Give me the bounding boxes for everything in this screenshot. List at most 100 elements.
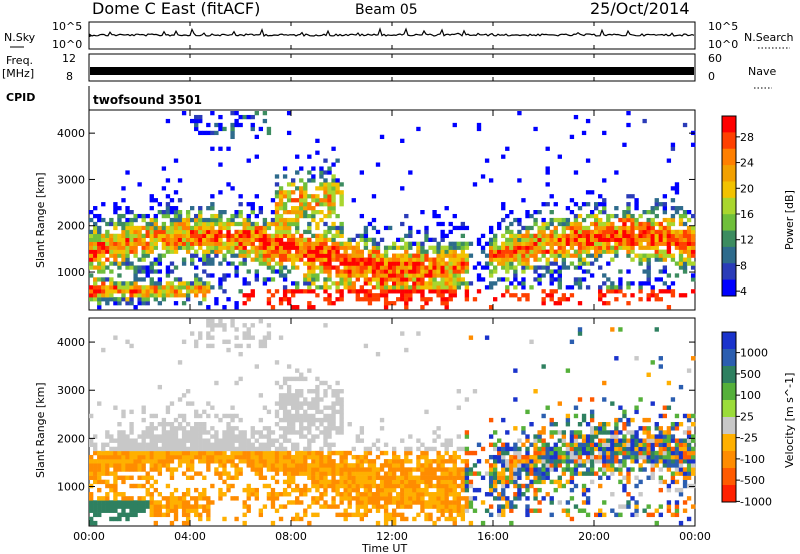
power-cell xyxy=(359,170,365,175)
power-cell xyxy=(432,273,437,278)
power-cell xyxy=(525,237,530,242)
velocity-cell xyxy=(367,459,373,464)
power-cell xyxy=(525,257,530,262)
velocity-cell xyxy=(105,483,110,489)
power-cell xyxy=(626,301,631,306)
power-cell xyxy=(513,237,518,242)
velocity-cell xyxy=(226,434,231,439)
velocity-cell xyxy=(585,500,591,505)
velocity-cell xyxy=(198,438,203,443)
power-cell xyxy=(480,249,486,254)
velocity-cell xyxy=(690,446,696,452)
velocity-cell xyxy=(618,459,623,464)
power-cell xyxy=(230,249,235,254)
velocity-cell xyxy=(315,376,320,382)
power-cell xyxy=(331,241,336,246)
power-cell xyxy=(266,297,272,302)
power-cell xyxy=(351,265,356,270)
velocity-cell xyxy=(614,454,619,460)
velocity-cell xyxy=(561,467,567,472)
power-cell xyxy=(315,221,320,227)
velocity-ytick-label: 2000 xyxy=(57,432,85,445)
velocity-cell xyxy=(557,438,562,443)
power-cell xyxy=(497,249,502,254)
velocity-cell xyxy=(460,459,466,464)
power-cell xyxy=(686,241,692,246)
velocity-cell xyxy=(678,487,684,493)
velocity-cell xyxy=(646,504,651,509)
power-cell xyxy=(355,265,360,270)
velocity-cell xyxy=(335,487,340,493)
velocity-cell xyxy=(335,430,340,435)
power-cell xyxy=(311,174,316,179)
velocity-cell xyxy=(614,450,619,456)
velocity-cell xyxy=(185,475,191,480)
velocity-cell xyxy=(169,467,175,472)
power-cell xyxy=(173,206,179,211)
power-cell xyxy=(258,237,264,242)
velocity-cell xyxy=(549,479,554,485)
power-cell xyxy=(581,202,587,207)
power-cell xyxy=(404,277,409,282)
power-cell xyxy=(598,297,603,302)
power-cell xyxy=(521,237,526,242)
velocity-cell xyxy=(545,442,550,448)
velocity-cell xyxy=(198,422,203,427)
velocity-cell xyxy=(206,496,211,501)
velocity-cell xyxy=(408,471,413,476)
velocity-cell xyxy=(274,508,280,513)
velocity-cell xyxy=(497,496,502,501)
velocity-cell xyxy=(400,483,405,489)
velocity-cell xyxy=(460,496,466,501)
velocity-cell xyxy=(626,430,631,435)
power-cell xyxy=(97,245,102,250)
power-cell xyxy=(472,182,478,187)
velocity-cell xyxy=(137,483,142,489)
velocity-cell xyxy=(258,459,264,464)
power-cell xyxy=(670,237,676,242)
power-cell xyxy=(505,237,510,242)
velocity-cell xyxy=(674,504,680,509)
power-cell xyxy=(291,245,296,250)
power-cell xyxy=(202,281,207,286)
velocity-cell xyxy=(282,467,288,472)
power-cell xyxy=(634,206,639,211)
velocity-cell xyxy=(444,487,449,493)
velocity-cell xyxy=(549,446,554,452)
power-cell xyxy=(323,198,328,203)
power-cell xyxy=(230,186,235,191)
velocity-cell xyxy=(117,459,122,464)
power-cell xyxy=(109,293,114,298)
velocity-cell xyxy=(327,430,332,435)
velocity-cell xyxy=(468,450,474,456)
power-cell xyxy=(606,261,611,266)
velocity-cell xyxy=(286,479,292,485)
velocity-cell xyxy=(303,397,308,402)
power-cell xyxy=(113,241,118,246)
freq-label-1: Freq. xyxy=(6,54,33,67)
power-cell xyxy=(650,221,655,227)
power-cell xyxy=(202,233,207,239)
velocity-cell xyxy=(169,450,175,456)
velocity-cell xyxy=(109,434,114,439)
power-cell xyxy=(105,265,110,270)
power-cell xyxy=(436,253,441,258)
velocity-cell xyxy=(145,454,150,460)
velocity-cell xyxy=(157,384,163,390)
power-cell xyxy=(121,225,126,231)
power-cell xyxy=(436,245,441,250)
power-cell xyxy=(686,257,692,262)
power-cell xyxy=(436,257,441,262)
power-cell xyxy=(553,269,558,274)
power-cell xyxy=(242,225,247,231)
power-cell xyxy=(622,221,627,227)
velocity-cell xyxy=(525,446,530,452)
power-cell xyxy=(569,134,575,140)
power-cell xyxy=(93,253,98,258)
velocity-cell xyxy=(626,492,631,497)
velocity-cell xyxy=(448,504,453,509)
power-cell xyxy=(218,126,223,132)
velocity-cell xyxy=(448,492,453,497)
power-cell xyxy=(234,213,239,219)
velocity-cell xyxy=(634,438,639,443)
